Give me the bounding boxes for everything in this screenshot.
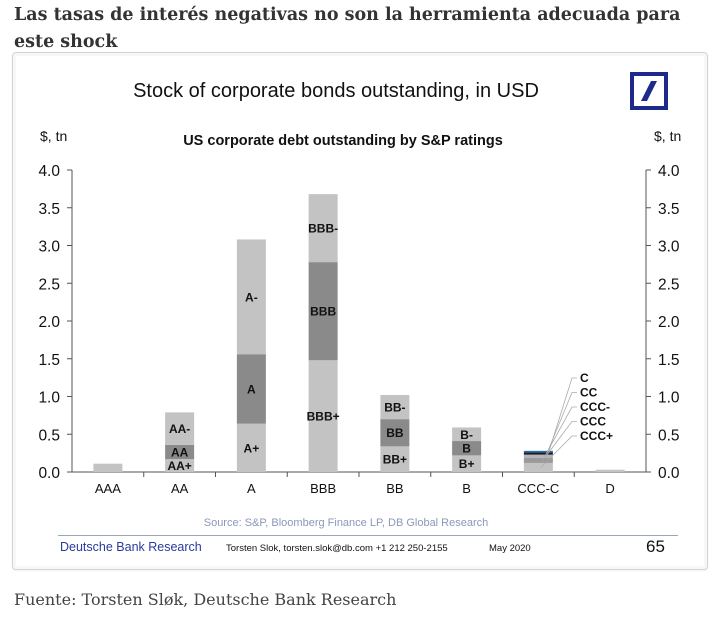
- x-category-label: BBB: [310, 481, 336, 496]
- footer-divider: [58, 535, 678, 536]
- segment-label: A: [247, 382, 256, 396]
- bar-segment-bb-bb: [380, 419, 410, 447]
- bar-segment-b-bplus: [452, 455, 482, 472]
- callout-leader-line: [544, 406, 577, 457]
- bar-segment-d: [595, 469, 625, 472]
- y-tick-label-left: 1.5: [38, 352, 60, 369]
- stacked-bar-chart: US corporate debt outstanding by S&P rat…: [38, 128, 681, 496]
- bar-segment-bbb-bbbminus: [308, 194, 338, 263]
- y-tick-label-right: 0.0: [658, 465, 680, 482]
- segment-label: BB+: [383, 453, 407, 467]
- y-tick-label-left: 2.0: [38, 314, 60, 331]
- x-category-label: BB: [386, 481, 403, 496]
- segment-label: AA: [171, 445, 189, 459]
- segment-label: BBB: [310, 305, 336, 319]
- bar-segment-aa-aaminus: [165, 412, 195, 445]
- callout-leader-line: [548, 377, 577, 452]
- segment-label: BB-: [384, 401, 405, 415]
- deutsche-bank-logo-icon: [630, 72, 668, 110]
- segment-label: A+: [244, 441, 260, 455]
- x-category-label: D: [605, 481, 614, 496]
- y-tick-label-left: 3.0: [38, 239, 60, 256]
- callout-label: CCC: [580, 415, 606, 429]
- bar-segment-b-bminus: [452, 427, 482, 442]
- y-tick-label-left: 4.0: [38, 163, 60, 180]
- x-category-label: CCC-C: [517, 481, 559, 496]
- bar-segment-ccc-c-cccminus: [523, 454, 553, 458]
- slide-title: Stock of corporate bonds outstanding, in…: [133, 80, 539, 102]
- bar-segment-b-b: [452, 441, 482, 456]
- bar-segment-ccc-c-cc: [523, 452, 553, 455]
- segment-label: BBB-: [308, 222, 338, 236]
- footer-author: Torsten Slok, torsten.slok@db.com +1 212…: [226, 543, 448, 554]
- y-axis-label-right: $, tn: [654, 128, 681, 144]
- chart-image-frame: Stock of corporate bonds outstanding, in…: [12, 52, 708, 570]
- footer-date: May 2020: [489, 543, 531, 554]
- bar-segment-aaa: [93, 463, 123, 472]
- y-tick-label-left: 1.0: [38, 390, 60, 407]
- bar-segment-aa-aa: [165, 444, 195, 460]
- bar-segment-bb-bbminus: [380, 394, 410, 420]
- segment-label: AA+: [167, 459, 191, 473]
- bar-segment-bbb-bbbplus: [308, 360, 338, 472]
- y-tick-label-right: 2.5: [658, 276, 680, 293]
- bar-segment-a-aplus: [236, 423, 266, 472]
- segment-label: B-: [460, 428, 473, 442]
- callout-leader-line: [542, 421, 577, 461]
- y-axis-label-left: $, tn: [40, 128, 67, 144]
- x-category-label: AA: [171, 481, 189, 496]
- callout-leader-line: [540, 435, 577, 468]
- chart-source: Source: S&P, Bloomberg Finance LP, DB Gl…: [203, 517, 489, 529]
- callout-label: CCC+: [580, 429, 613, 443]
- segment-label: B: [462, 442, 471, 456]
- y-tick-label-left: 2.5: [38, 276, 60, 293]
- bar-segment-bbb-bbb: [308, 262, 338, 361]
- bar-segment-a-aminus: [236, 239, 266, 355]
- slide: Stock of corporate bonds outstanding, in…: [16, 56, 704, 566]
- y-tick-label-left: 3.5: [38, 201, 60, 218]
- footer-brand: Deutsche Bank Research: [60, 540, 202, 554]
- y-tick-label-right: 3.5: [658, 201, 680, 218]
- chart-title: US corporate debt outstanding by S&P rat…: [183, 133, 503, 149]
- bar-segment-a-a: [236, 354, 266, 424]
- bar-segment-ccc-c-cccplus: [523, 462, 553, 472]
- bar-segment-aa-aaplus: [165, 459, 195, 472]
- y-tick-label-left: 0.0: [38, 465, 60, 482]
- segment-label: A-: [245, 290, 258, 304]
- x-category-label: B: [462, 481, 471, 496]
- y-tick-label-right: 4.0: [658, 163, 680, 180]
- y-tick-label-right: 0.5: [658, 427, 680, 444]
- x-category-label: A: [247, 481, 256, 496]
- image-caption: Fuente: Torsten Sløk, Deutsche Bank Rese…: [14, 590, 397, 609]
- bar-segment-ccc-c-ccc: [523, 457, 553, 463]
- y-tick-label-right: 3.0: [658, 239, 680, 256]
- callout-label: C: [580, 371, 589, 385]
- article-headline: Las tasas de interés negativas no son la…: [14, 5, 681, 52]
- segment-label: BB: [386, 426, 404, 440]
- segment-label: B+: [459, 457, 475, 471]
- y-tick-label-right: 2.0: [658, 314, 680, 331]
- y-tick-label-left: 0.5: [38, 427, 60, 444]
- bar-segment-bb-bbplus: [380, 446, 410, 472]
- callout-label: CCC-: [580, 400, 610, 414]
- segment-label: AA-: [169, 422, 190, 436]
- callout-leader-line: [546, 392, 577, 454]
- y-tick-label-right: 1.5: [658, 352, 680, 369]
- x-category-label: AAA: [95, 481, 121, 496]
- bar-segment-ccc-c-c: [523, 450, 553, 453]
- footer-page-number: 65: [646, 537, 665, 556]
- callout-label: CC: [580, 386, 598, 400]
- segment-label: BBB+: [307, 410, 340, 424]
- y-tick-label-right: 1.0: [658, 390, 680, 407]
